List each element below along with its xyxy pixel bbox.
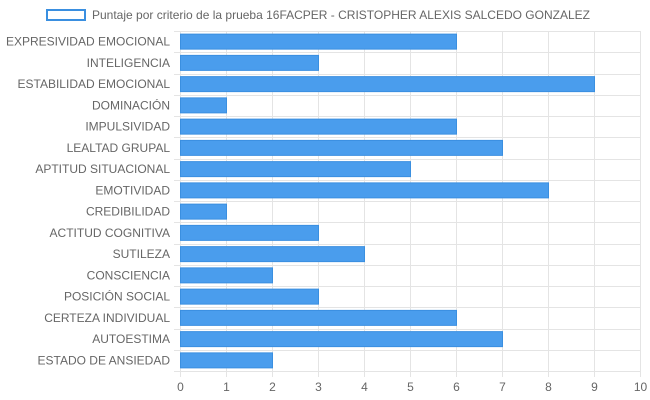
category-label: INTELIGENCIA <box>87 56 170 70</box>
bar[interactable] <box>180 118 457 135</box>
legend[interactable]: Puntaje por criterio de la prueba 16FACP… <box>46 6 590 24</box>
bar[interactable] <box>180 267 273 284</box>
category-label: CREDIBILIDAD <box>86 205 170 219</box>
bar[interactable] <box>180 139 503 156</box>
x-tick-label: 0 <box>177 380 184 394</box>
tick-labels: 0 1 2 3 4 5 6 7 8 9 10 <box>177 380 647 394</box>
category-label: LEALTAD GRUPAL <box>67 141 171 155</box>
category-label: AUTOESTIMA <box>92 332 170 346</box>
bar[interactable] <box>180 288 319 305</box>
x-tick-label: 7 <box>499 380 506 394</box>
legend-label: Puntaje por criterio de la prueba 16FACP… <box>92 8 590 22</box>
bar[interactable] <box>180 246 365 263</box>
category-label: ESTABILIDAD EMOCIONAL <box>18 77 171 91</box>
bar[interactable] <box>180 331 503 348</box>
bar[interactable] <box>180 97 227 114</box>
category-labels: EXPRESIVIDAD EMOCIONAL INTELIGENCIA ESTABI… <box>6 35 170 368</box>
bar[interactable] <box>180 309 457 326</box>
bar[interactable] <box>180 54 319 71</box>
legend-swatch <box>46 9 86 21</box>
bar[interactable] <box>180 203 227 220</box>
category-label: CONSCIENCIA <box>87 268 170 282</box>
category-label: DOMINACIÓN <box>92 97 170 112</box>
category-label: EMOTIVIDAD <box>95 183 170 197</box>
x-tick-label: 2 <box>269 380 276 394</box>
bar[interactable] <box>180 76 595 93</box>
x-tick-label: 6 <box>453 380 460 394</box>
category-label: ESTADO DE ANSIEDAD <box>38 353 171 367</box>
category-label: POSICIÓN SOCIAL <box>64 289 170 304</box>
x-tick-label: 10 <box>634 380 648 394</box>
x-tick-label: 4 <box>361 380 368 394</box>
bar[interactable] <box>180 182 549 199</box>
bars <box>180 33 595 369</box>
category-label: APTITUD SITUACIONAL <box>35 162 170 176</box>
x-tick-label: 1 <box>223 380 230 394</box>
category-label: EXPRESIVIDAD EMOCIONAL <box>6 35 170 49</box>
x-tick-label: 5 <box>407 380 414 394</box>
category-label: IMPULSIVIDAD <box>85 120 170 134</box>
bar[interactable] <box>180 33 457 50</box>
x-tick-label: 3 <box>315 380 322 394</box>
category-label: SUTILEZA <box>113 247 170 261</box>
bar[interactable] <box>180 224 319 241</box>
bar[interactable] <box>180 352 273 369</box>
x-tick-label: 8 <box>545 380 552 394</box>
bar[interactable] <box>180 161 411 178</box>
category-label: CERTEZA INDIVIDUAL <box>44 311 170 325</box>
category-label: ACTITUD COGNITIVA <box>50 226 170 240</box>
x-tick-label: 9 <box>591 380 598 394</box>
